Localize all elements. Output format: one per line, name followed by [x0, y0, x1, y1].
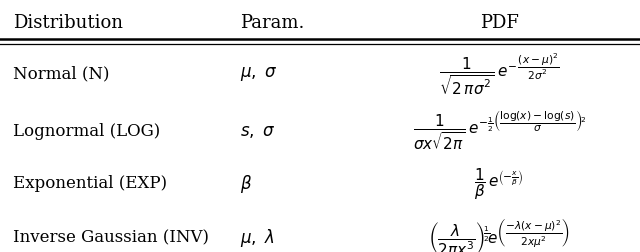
Text: Lognormal (LOG): Lognormal (LOG): [13, 122, 160, 140]
Text: PDF: PDF: [480, 14, 518, 32]
Text: $\mu,\ \lambda$: $\mu,\ \lambda$: [240, 227, 275, 249]
Text: $s,\ \sigma$: $s,\ \sigma$: [240, 122, 276, 140]
Text: $\left(\dfrac{\lambda}{2\pi x^3}\right)^{\!\frac{1}{2}}\!e^{\left(\dfrac{-\lambd: $\left(\dfrac{\lambda}{2\pi x^3}\right)^…: [428, 218, 570, 252]
Text: $\dfrac{1}{\sigma x\sqrt{2\pi}}\,e^{-\frac{1}{2}\left(\dfrac{\log(x)-\log(s)}{\s: $\dfrac{1}{\sigma x\sqrt{2\pi}}\,e^{-\fr…: [413, 110, 586, 152]
Text: Normal (N): Normal (N): [13, 66, 109, 83]
Text: Param.: Param.: [240, 14, 305, 32]
Text: Distribution: Distribution: [13, 14, 123, 32]
Text: Exponential (EXP): Exponential (EXP): [13, 175, 167, 193]
Text: $\mu,\ \sigma$: $\mu,\ \sigma$: [240, 65, 278, 83]
Text: $\dfrac{1}{\beta}\,e^{\left(-\frac{x}{\beta}\right)}$: $\dfrac{1}{\beta}\,e^{\left(-\frac{x}{\b…: [474, 166, 524, 202]
Text: $\dfrac{1}{\sqrt{2\,\pi\sigma^2}}\,e^{-\,\dfrac{(x-\mu)^2}{2\sigma^2}}$: $\dfrac{1}{\sqrt{2\,\pi\sigma^2}}\,e^{-\…: [439, 52, 559, 97]
Text: $\beta$: $\beta$: [240, 173, 252, 195]
Text: Inverse Gaussian (INV): Inverse Gaussian (INV): [13, 230, 209, 247]
